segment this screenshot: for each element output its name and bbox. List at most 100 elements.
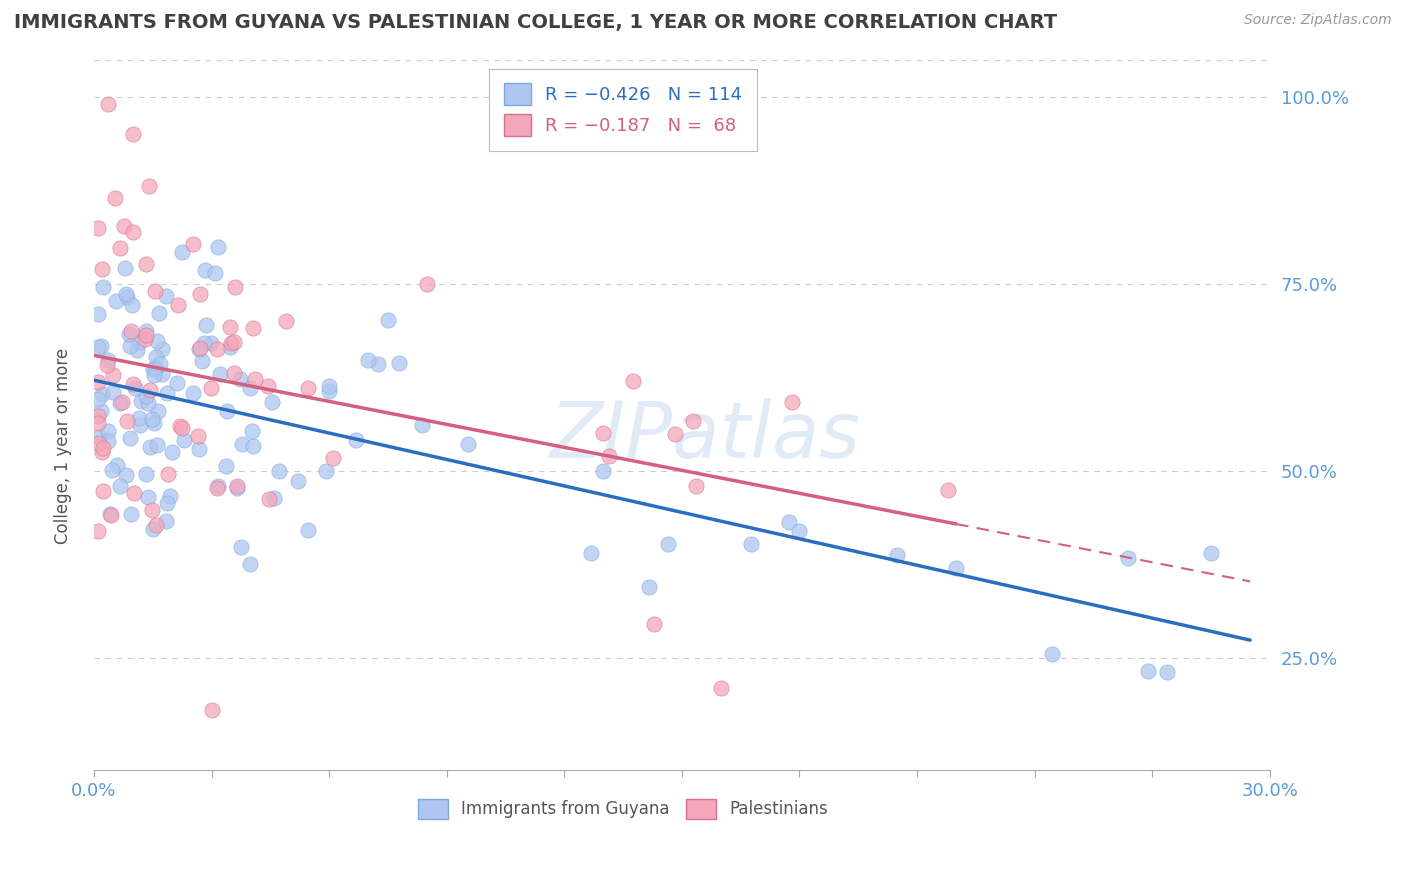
Point xyxy=(141,411,163,425)
Point xyxy=(115,290,138,304)
Point xyxy=(98,507,121,521)
Point xyxy=(108,395,131,409)
Point xyxy=(188,341,211,355)
Point xyxy=(148,306,170,320)
Point xyxy=(231,437,253,451)
Point xyxy=(104,191,127,205)
Point xyxy=(139,440,162,454)
Point xyxy=(257,491,280,506)
Point xyxy=(224,280,246,294)
Point xyxy=(90,339,112,353)
Point xyxy=(114,287,136,301)
Point xyxy=(156,496,179,510)
Point xyxy=(181,237,204,252)
Point xyxy=(120,507,142,521)
Point xyxy=(91,262,114,277)
Point xyxy=(886,548,908,562)
Point xyxy=(226,479,249,493)
Point xyxy=(193,336,215,351)
Point xyxy=(129,394,152,409)
Point xyxy=(120,324,142,338)
Point xyxy=(97,97,120,112)
Point xyxy=(194,262,217,277)
Point xyxy=(191,353,214,368)
Point xyxy=(114,468,136,483)
Legend: Immigrants from Guyana, Palestinians: Immigrants from Guyana, Palestinians xyxy=(411,792,835,826)
Point xyxy=(141,503,163,517)
Point xyxy=(150,343,173,357)
Point xyxy=(166,376,188,391)
Point xyxy=(150,367,173,381)
Point xyxy=(121,298,143,312)
Point xyxy=(149,357,172,371)
Point xyxy=(97,424,120,438)
Point xyxy=(200,381,222,395)
Point xyxy=(218,320,240,334)
Point xyxy=(122,486,145,500)
Point xyxy=(145,517,167,532)
Point xyxy=(128,411,150,425)
Point xyxy=(621,374,644,388)
Point xyxy=(592,464,614,478)
Point xyxy=(122,128,145,142)
Point xyxy=(100,508,122,522)
Point xyxy=(125,343,148,358)
Point xyxy=(780,395,803,409)
Point xyxy=(101,368,124,383)
Point xyxy=(89,430,111,444)
Point xyxy=(91,445,114,459)
Point xyxy=(1118,551,1140,566)
Point xyxy=(388,356,411,370)
Point xyxy=(139,383,162,397)
Point xyxy=(108,241,131,255)
Point xyxy=(87,416,110,430)
Point xyxy=(207,481,229,495)
Point xyxy=(87,307,110,321)
Point xyxy=(156,467,179,481)
Point xyxy=(231,540,253,554)
Point xyxy=(96,359,118,373)
Point xyxy=(257,378,280,392)
Point xyxy=(90,387,112,401)
Point xyxy=(1137,664,1160,678)
Point xyxy=(100,463,122,477)
Point xyxy=(87,376,110,390)
Point xyxy=(789,524,811,538)
Point xyxy=(143,284,166,298)
Point xyxy=(276,314,298,328)
Point xyxy=(160,444,183,458)
Point xyxy=(242,439,264,453)
Point xyxy=(945,561,967,575)
Point xyxy=(187,442,209,457)
Point xyxy=(145,350,167,364)
Point xyxy=(457,437,479,451)
Point xyxy=(239,381,262,395)
Point xyxy=(155,514,177,528)
Point xyxy=(357,352,380,367)
Point xyxy=(143,368,166,382)
Point xyxy=(315,464,337,478)
Point xyxy=(592,426,614,441)
Point xyxy=(181,386,204,401)
Point xyxy=(91,441,114,455)
Point xyxy=(778,515,800,529)
Point xyxy=(195,318,218,332)
Point xyxy=(936,483,959,498)
Point xyxy=(637,580,659,594)
Text: Source: ZipAtlas.com: Source: ZipAtlas.com xyxy=(1244,13,1392,28)
Point xyxy=(169,419,191,434)
Point xyxy=(204,266,226,280)
Point xyxy=(97,434,120,448)
Point xyxy=(682,414,704,428)
Point xyxy=(344,433,367,447)
Point xyxy=(740,536,762,550)
Point xyxy=(87,221,110,235)
Point xyxy=(710,681,733,695)
Point xyxy=(159,489,181,503)
Point xyxy=(297,381,319,395)
Point xyxy=(173,434,195,448)
Point xyxy=(643,616,665,631)
Point xyxy=(287,474,309,488)
Point xyxy=(93,280,115,294)
Point xyxy=(200,703,222,717)
